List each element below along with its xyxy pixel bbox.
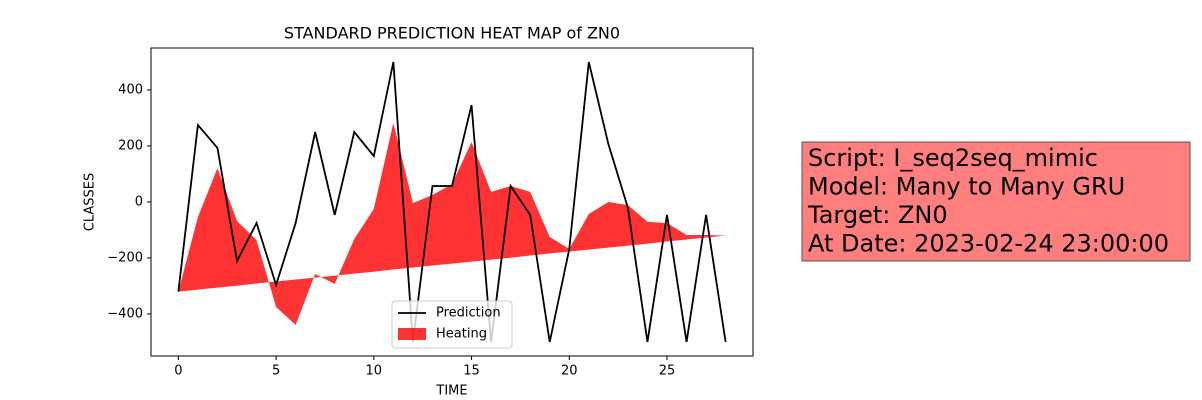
annotation-box — [801, 141, 1191, 262]
y-tick-label: 200 — [118, 139, 143, 154]
annotation-line: Model: Many to Many GRU — [808, 173, 1125, 201]
annotation-line: At Date: 2023-02-24 23:00:00 — [808, 230, 1169, 258]
x-tick-label: 20 — [561, 364, 578, 379]
y-axis-label: CLASSES — [83, 173, 98, 231]
x-tick-label: 0 — [174, 364, 182, 379]
legend-swatch — [398, 328, 426, 340]
chart-title: STANDARD PREDICTION HEAT MAP of ZN0 — [284, 24, 620, 43]
annotation-line: Script: I_seq2seq_mimic — [808, 144, 1098, 172]
y-tick-label: −400 — [107, 307, 143, 322]
x-tick-label: 10 — [366, 364, 383, 379]
x-tick-label: 5 — [272, 364, 280, 379]
annotation-line: Target: ZN0 — [807, 201, 948, 229]
prediction-line — [177, 61, 727, 343]
x-tick-label: 25 — [659, 364, 676, 379]
x-tick-label: 15 — [463, 364, 480, 379]
legend-label: Heating — [436, 327, 487, 342]
legend-label: Prediction — [436, 306, 501, 321]
y-tick-label: 400 — [118, 83, 143, 98]
legend: Prediction Heating — [391, 300, 513, 349]
y-tick-label: 0 — [135, 195, 143, 210]
y-tick-label: −200 — [107, 251, 143, 266]
x-axis-label: TIME — [435, 384, 467, 399]
heating-area — [178, 123, 726, 325]
